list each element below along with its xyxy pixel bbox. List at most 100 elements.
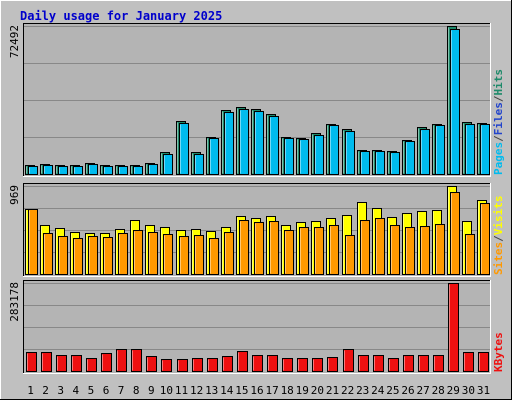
- bar-body: [116, 349, 127, 372]
- bar-body: [360, 151, 370, 175]
- bar-kbytes-day-21: [327, 357, 338, 372]
- bar-body: [58, 236, 68, 275]
- bar-kbytes-day-26: [403, 355, 414, 372]
- bar-kbytes-day-13: [207, 358, 218, 372]
- bar-body: [177, 359, 188, 372]
- bar-visits-day-4: [73, 238, 83, 275]
- bar-visits-day-2: [43, 233, 53, 275]
- bar-visits-day-22: [345, 235, 355, 275]
- bar-files-day-2: [43, 165, 53, 175]
- day-label: 19: [296, 384, 309, 397]
- bar-visits-day-16: [254, 222, 264, 275]
- bar-body: [403, 355, 414, 372]
- bar-body: [284, 138, 294, 175]
- bar-visits-day-10: [163, 234, 173, 275]
- y-max-label: 969: [8, 185, 21, 205]
- bar-visits-day-23: [360, 220, 370, 275]
- bar-body: [103, 237, 113, 275]
- bar-body: [360, 220, 370, 275]
- bar-files-day-20: [314, 135, 324, 175]
- bar-body: [148, 232, 158, 275]
- day-label: 17: [265, 384, 278, 397]
- bar-body: [209, 138, 219, 175]
- bar-body: [327, 357, 338, 372]
- bar-body: [161, 359, 172, 372]
- day-label: 15: [235, 384, 248, 397]
- day-label: 3: [57, 384, 64, 397]
- bar-body: [103, 166, 113, 175]
- bar-files-day-19: [299, 139, 309, 175]
- day-label: 12: [190, 384, 203, 397]
- day-label: 9: [148, 384, 155, 397]
- day-labels: 1 2 3 4 5 6 7 8 9 10 11 12 13 14 15 16 17 18 19 20 21 22 23 24 2…: [27, 384, 490, 397]
- bar-body: [28, 209, 38, 275]
- bar-files-day-18: [284, 138, 294, 175]
- bar-visits-day-30: [465, 234, 475, 275]
- bar-body: [73, 238, 83, 275]
- bar-body: [450, 192, 460, 275]
- bar-body: [118, 233, 128, 275]
- day-label: 10: [160, 384, 173, 397]
- bar-body: [88, 236, 98, 275]
- panels: 72492Pages/Files/Hits969Sites/Visits2831…: [8, 23, 505, 374]
- bar-body: [86, 358, 97, 372]
- day-label: 7: [118, 384, 125, 397]
- bar-kbytes-day-24: [373, 355, 384, 372]
- bar-kbytes-day-15: [237, 351, 248, 372]
- bar-visits-day-3: [58, 236, 68, 275]
- bar-body: [465, 124, 475, 175]
- bar-visits-day-12: [194, 235, 204, 275]
- bar-files-day-31: [480, 124, 490, 175]
- bar-visits-day-7: [118, 233, 128, 275]
- day-label: 24: [371, 384, 385, 397]
- bar-kbytes-day-25: [388, 358, 399, 372]
- bar-files-day-22: [345, 131, 355, 175]
- bar-body: [224, 232, 234, 275]
- bar-body: [56, 355, 67, 372]
- bar-visits-day-8: [133, 230, 143, 275]
- bar-body: [478, 352, 489, 372]
- day-label: 22: [341, 384, 354, 397]
- bar-body: [433, 355, 444, 372]
- day-label: 2: [42, 384, 49, 397]
- day-label: 28: [432, 384, 445, 397]
- bar-body: [314, 135, 324, 175]
- side-legend: Pages/Files/Hits: [492, 69, 505, 175]
- bar-kbytes-day-17: [267, 355, 278, 372]
- day-label: 14: [220, 384, 234, 397]
- bar-body: [314, 227, 324, 275]
- bar-body: [222, 356, 233, 372]
- bar-body: [297, 358, 308, 372]
- bar-kbytes-day-3: [56, 355, 67, 372]
- bar-kbytes-day-20: [312, 358, 323, 372]
- bar-files-day-4: [73, 166, 83, 175]
- bar-body: [163, 154, 173, 175]
- bar-kbytes-day-4: [71, 355, 82, 372]
- bar-kbytes-day-6: [101, 353, 112, 372]
- side-legend-part: KBytes: [492, 332, 505, 372]
- bar-files-day-15: [239, 109, 249, 175]
- bar-body: [148, 164, 158, 175]
- bar-visits-day-29: [450, 192, 460, 275]
- bar-visits-day-28: [435, 224, 445, 275]
- bar-files-day-25: [390, 152, 400, 175]
- day-label: 25: [386, 384, 399, 397]
- chart-title: Daily usage for January 2025: [20, 9, 222, 23]
- bar-kbytes-day-19: [297, 358, 308, 372]
- bar-body: [299, 227, 309, 275]
- bar-body: [71, 355, 82, 372]
- bar-kbytes-day-22: [343, 349, 354, 372]
- day-label: 29: [447, 384, 460, 397]
- panel-bottom: 283178 KBytes: [8, 280, 505, 374]
- bar-files-day-30: [465, 124, 475, 175]
- bar-body: [73, 166, 83, 175]
- bar-files-day-10: [163, 154, 173, 175]
- bar-kbytes-day-16: [252, 355, 263, 372]
- bar-visits-day-14: [224, 232, 234, 275]
- bar-body: [43, 233, 53, 275]
- bar-body: [405, 227, 415, 275]
- bar-body: [329, 225, 339, 275]
- bar-files-day-26: [405, 141, 415, 175]
- bar-body: [194, 235, 204, 275]
